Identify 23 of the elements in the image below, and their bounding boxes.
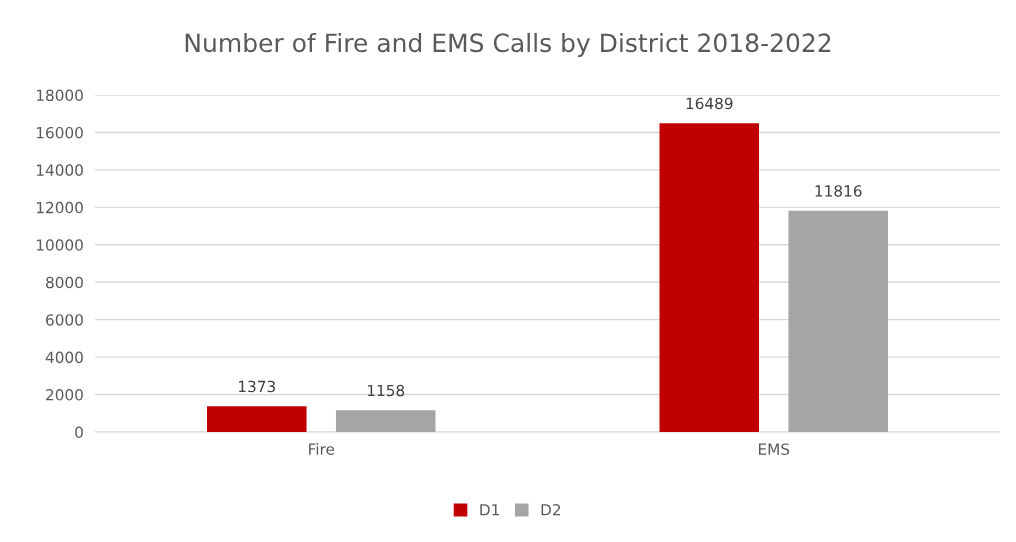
bar — [206, 406, 307, 432]
bar — [335, 410, 436, 432]
legend-label: D1 — [480, 504, 499, 516]
data-label: 1373 — [239, 380, 275, 393]
y-tick-label: 6000 — [46, 314, 83, 326]
data-label: 1158 — [367, 384, 405, 397]
y-tick-label: 4000 — [45, 351, 83, 364]
x-tick-label: Fire — [309, 443, 335, 455]
bar — [788, 210, 889, 432]
y-tick-label: 14000 — [36, 164, 83, 176]
chart-title: Number of Fire and EMS Calls by District 2018-2022 — [185, 32, 831, 58]
y-tick-label: 12000 — [36, 201, 83, 214]
y-tick-label: 2000 — [46, 389, 83, 401]
y-tick-label: 8000 — [46, 276, 83, 289]
data-label: 11816 — [815, 185, 862, 197]
x-tick-label: EMS — [758, 443, 790, 455]
y-tick-label: 18000 — [36, 89, 83, 102]
legend-label: D2 — [541, 504, 561, 516]
bar — [659, 123, 760, 432]
y-tick-label: 0 — [75, 426, 83, 439]
y-tick-label: 10000 — [36, 239, 83, 251]
y-tick-label: 16000 — [36, 126, 83, 139]
data-label: 16489 — [686, 97, 733, 110]
